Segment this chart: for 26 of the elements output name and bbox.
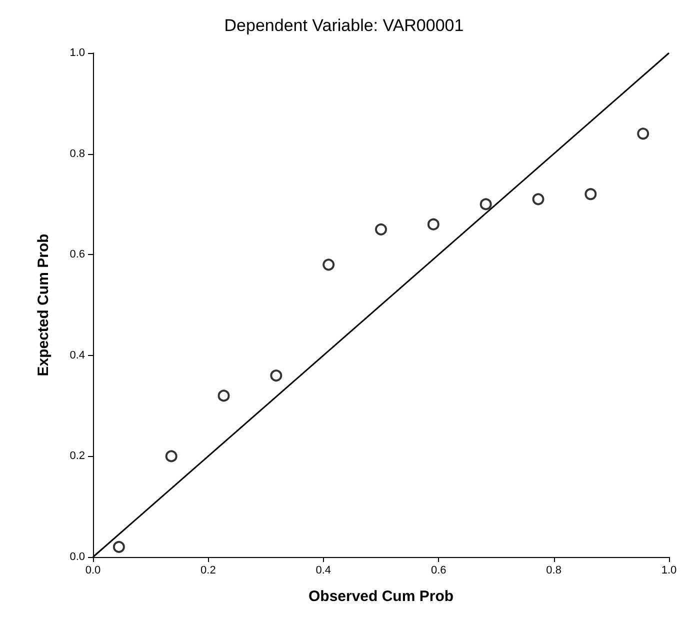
point xyxy=(165,450,178,462)
point xyxy=(427,218,440,230)
y-tick-label: 0.6 xyxy=(70,248,85,261)
y-tick-label: 0.8 xyxy=(70,148,85,160)
x-tick-label: 0.8 xyxy=(546,564,562,576)
point xyxy=(322,258,335,271)
point xyxy=(637,128,650,140)
x-tick-label: 0.2 xyxy=(200,564,216,576)
y-axis-title: Expected Cum Prob xyxy=(35,234,52,376)
point xyxy=(480,198,492,210)
point xyxy=(532,193,544,206)
point xyxy=(375,223,387,236)
point xyxy=(218,390,230,402)
y-tick-label: 0.0 xyxy=(70,551,85,563)
chart-title: Dependent Variable: VAR00001 xyxy=(224,16,464,35)
x-tick-label: 0.0 xyxy=(85,564,101,576)
point xyxy=(112,540,125,553)
y-tick-label: 0.4 xyxy=(70,349,85,362)
x-tick-label: 1.0 xyxy=(661,564,677,576)
x-tick-label: 0.4 xyxy=(316,564,332,576)
x-tick-label: 0.6 xyxy=(430,564,446,576)
point xyxy=(270,370,282,382)
y-tick-label: 0.2 xyxy=(70,450,85,462)
point xyxy=(584,188,597,200)
x-axis-title: Observed Cum Prob xyxy=(308,588,454,605)
y-tick-label: 1.0 xyxy=(70,47,85,59)
